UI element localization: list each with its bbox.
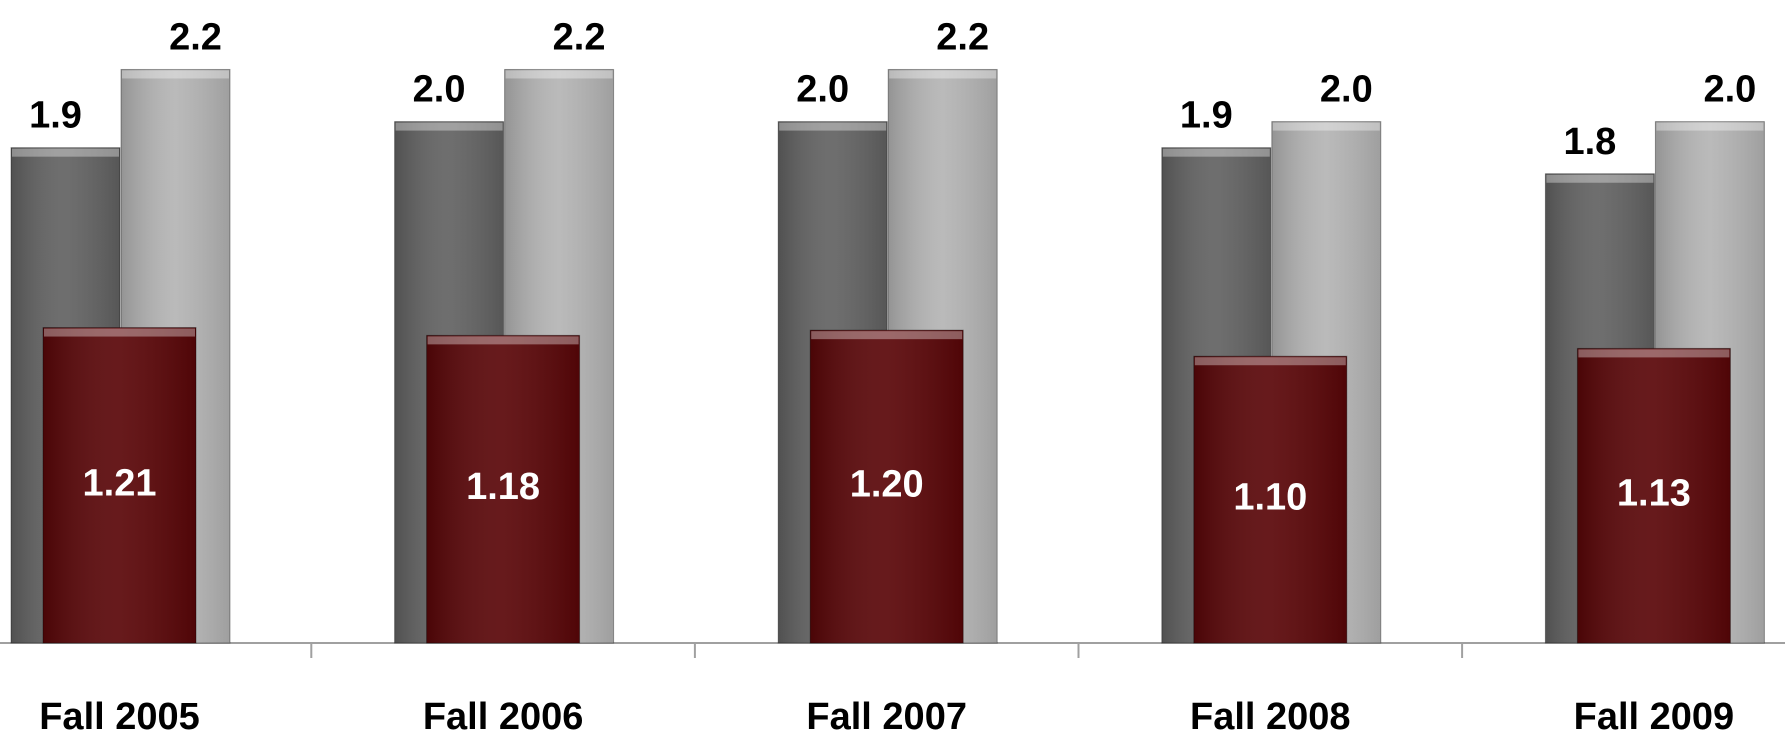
data-label: 1.13 — [1617, 473, 1691, 515]
x-tick-label: Fall 2008 — [1190, 696, 1351, 738]
bar-bevel — [395, 122, 503, 131]
data-label: 1.10 — [1233, 477, 1307, 519]
bar-bevel — [779, 122, 887, 131]
x-tick-label: Fall 2006 — [423, 696, 584, 738]
bar-shade — [426, 335, 580, 643]
bar-bevel — [427, 336, 579, 345]
bar-bevel — [44, 328, 195, 337]
bar-shade — [1193, 356, 1347, 643]
data-label: 2.0 — [796, 69, 849, 111]
data-label: 1.21 — [83, 462, 157, 504]
bar-bevel — [505, 70, 613, 79]
bar-bevel — [1162, 148, 1270, 157]
data-label: 1.9 — [29, 95, 82, 137]
data-label: 1.9 — [1180, 95, 1233, 137]
x-tick-label: Fall 2009 — [1574, 696, 1735, 738]
bar-shade — [1577, 348, 1731, 643]
bar-bevel — [1578, 349, 1730, 358]
bar-bevel — [12, 148, 119, 157]
bar-shade — [43, 327, 196, 643]
data-label: 2.0 — [1320, 69, 1373, 111]
data-label: 2.2 — [553, 16, 606, 58]
data-label: 1.18 — [466, 466, 540, 508]
bar-bevel — [122, 70, 229, 79]
data-label: 2.0 — [1703, 69, 1756, 111]
data-label: 1.20 — [850, 464, 924, 506]
x-tick-label: Fall 2007 — [806, 696, 967, 738]
x-tick-label: Fall 2005 — [39, 696, 200, 738]
bar-bevel — [1272, 122, 1380, 131]
data-label: 2.2 — [169, 16, 222, 58]
bar-shade — [810, 330, 964, 643]
bar-bevel — [1546, 174, 1654, 183]
data-label: 2.2 — [936, 16, 989, 58]
bar-bevel — [1194, 357, 1346, 366]
data-label: 2.0 — [413, 69, 466, 111]
bar-bevel — [889, 70, 997, 79]
bar-bevel — [1656, 122, 1764, 131]
data-label: 1.8 — [1563, 121, 1616, 163]
bar-bevel — [811, 331, 963, 340]
